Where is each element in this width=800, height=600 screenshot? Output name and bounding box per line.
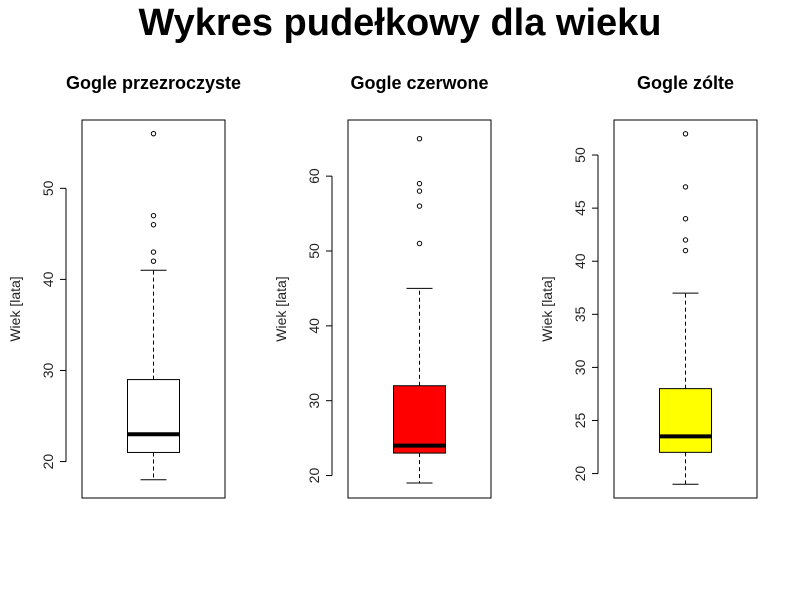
y-tick-label: 50 bbox=[306, 243, 322, 259]
plot-frame bbox=[81, 119, 226, 499]
y-tick-label: 40 bbox=[40, 271, 56, 287]
outlier-point bbox=[682, 184, 689, 190]
y-axis-label: Wiek [lata] bbox=[7, 276, 23, 341]
y-tick-label: 40 bbox=[306, 318, 322, 334]
y-tick-label: 60 bbox=[306, 168, 322, 184]
panel-title: Gogle przezroczyste bbox=[66, 73, 241, 93]
y-tick-label: 50 bbox=[572, 147, 588, 163]
y-tick-label: 20 bbox=[40, 454, 56, 470]
iqr-box bbox=[659, 388, 712, 453]
y-tick-label: 25 bbox=[572, 412, 588, 428]
outlier-point bbox=[416, 180, 423, 187]
outlier-point bbox=[416, 136, 423, 142]
outlier-point bbox=[150, 249, 157, 255]
panel-title: Gogle zólte bbox=[637, 73, 734, 93]
plot-frame bbox=[347, 119, 492, 499]
y-tick-label: 45 bbox=[572, 200, 588, 216]
outlier-point bbox=[682, 131, 689, 137]
plot-frame bbox=[613, 119, 758, 499]
y-tick-label: 30 bbox=[306, 393, 322, 409]
outlier-point bbox=[150, 222, 157, 228]
outlier-point bbox=[416, 240, 423, 247]
iqr-box bbox=[127, 379, 180, 453]
y-axis-label: Wiek [lata] bbox=[539, 276, 555, 341]
outlier-point bbox=[150, 212, 157, 219]
y-tick-label: 30 bbox=[572, 359, 588, 375]
outlier-point bbox=[682, 237, 689, 243]
y-tick-label: 40 bbox=[572, 253, 588, 269]
y-axis-label: Wiek [lata] bbox=[273, 276, 289, 341]
chart-main-title: Wykres pudełkowy dla wieku bbox=[138, 2, 662, 44]
y-tick-label: 20 bbox=[572, 466, 588, 482]
y-tick-label: 20 bbox=[306, 468, 322, 484]
iqr-box bbox=[393, 385, 446, 454]
outlier-point bbox=[682, 216, 689, 222]
outlier-point bbox=[416, 203, 423, 209]
y-tick-label: 30 bbox=[40, 362, 56, 378]
outlier-point bbox=[416, 188, 423, 194]
outlier-point bbox=[682, 247, 689, 254]
y-tick-label: 35 bbox=[572, 306, 588, 322]
outlier-point bbox=[150, 258, 157, 264]
outlier-point bbox=[150, 130, 157, 137]
y-tick-label: 50 bbox=[40, 180, 56, 196]
panel-title: Gogle czerwone bbox=[350, 73, 488, 93]
